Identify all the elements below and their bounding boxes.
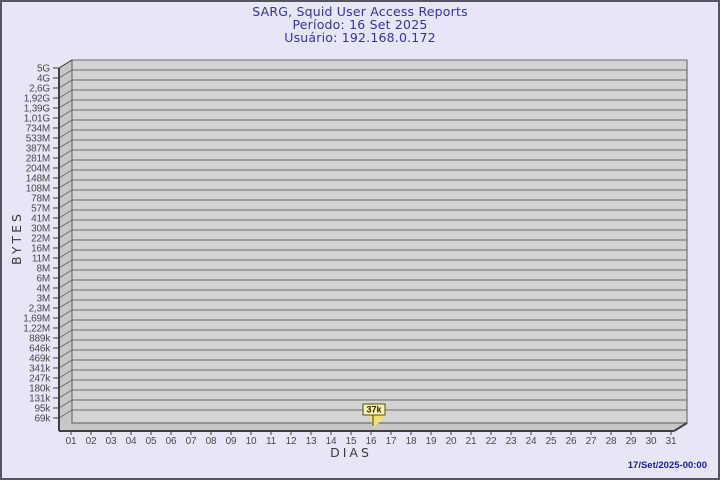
y-tick-label: 533M (26, 134, 50, 145)
y-tick-label: 387M (26, 144, 50, 155)
y-tick-label: 4G (37, 74, 50, 85)
x-axis-title: DIAS (330, 445, 372, 460)
marker-arrow (368, 415, 385, 428)
x-tick-label: 12 (286, 436, 297, 447)
y-tick-label: 204M (26, 164, 50, 175)
y-tick-label: 1,92G (24, 94, 51, 105)
y-tick-label: 180k (29, 384, 51, 395)
y-tick-label: 6M (37, 274, 51, 285)
y-tick-label: 148M (26, 174, 50, 185)
y-tick-label: 95k (34, 404, 51, 415)
y-tick-label: 2,6G (29, 84, 50, 95)
y-tick-label: 69k (34, 414, 51, 425)
y-tick-label: 16M (31, 244, 50, 255)
x-tick-label: 01 (66, 436, 77, 447)
axis-lines (58, 59, 688, 432)
x-tick-label: 30 (646, 436, 657, 447)
x-axis-labels: 01 02 03 04 05 06 07 08 09 10 11 12 13 14 15 16 17 18 19 20… (66, 436, 678, 447)
x-tick-label: 07 (186, 436, 197, 447)
y-tick-label: 131k (29, 394, 51, 405)
y-axis-title: BYTES (9, 211, 24, 265)
marker-label-box (362, 403, 386, 416)
x-tick-label: 15 (346, 436, 357, 447)
y-tick-label: 734M (26, 124, 50, 135)
x-tick-label: 09 (226, 436, 237, 447)
x-tick-label: 27 (586, 436, 597, 447)
x-tick-label: 06 (166, 436, 177, 447)
x-tick-label: 24 (526, 436, 537, 447)
x-tick-label: 02 (86, 436, 97, 447)
y-tick-label: 8M (37, 264, 51, 275)
y-tick-label: 1,22M (23, 324, 50, 335)
x-tick-label: 05 (146, 436, 157, 447)
x-tick-label: 16 (366, 436, 377, 447)
bottom-floor (59, 423, 687, 431)
x-tick-label: 21 (466, 436, 477, 447)
x-tick-label: 28 (606, 436, 617, 447)
x-tick-label: 26 (566, 436, 577, 447)
x-tick-label: 19 (426, 436, 437, 447)
x-tick-label: 31 (666, 436, 677, 447)
y-tick-label: 281M (26, 154, 50, 165)
gridlines (72, 59, 687, 411)
x-tick-label: 11 (266, 436, 277, 447)
plot-face (71, 59, 688, 424)
y-tick-label: 889k (29, 334, 51, 345)
y-axis-labels: 5G4G2,6G1,92G1,39G1,01G734M533M387M281M2… (23, 64, 51, 425)
y-tick-label: 30M (31, 224, 50, 235)
y-tick-label: 646k (29, 344, 51, 355)
wall-diagonals (58, 59, 73, 419)
x-tick-label: 25 (546, 436, 557, 447)
x-tick-label: 22 (486, 436, 497, 447)
y-tick-label: 1,69M (23, 314, 50, 325)
x-tick-label: 20 (446, 436, 457, 447)
render-timestamp: 17/Set/2025-00:00 (627, 460, 707, 471)
y-tick-label: 11M (32, 254, 50, 265)
y-tick-label: 341k (29, 364, 51, 375)
marker-label: 37k (366, 405, 382, 415)
report-period: Período: 16 Set 2025 (292, 16, 428, 32)
x-tick-label: 29 (626, 436, 637, 447)
report-header: SARG, Squid User Access Reports Período:… (2, 4, 718, 45)
x-tick-label: 23 (506, 436, 517, 447)
x-tick-label: 08 (206, 436, 217, 447)
y-tick-label: 1,01G (24, 114, 51, 125)
y-tick-label: 108M (26, 184, 50, 195)
x-tick-label: 04 (126, 436, 137, 447)
x-tick-label: 18 (406, 436, 417, 447)
x-tick-label: 10 (246, 436, 257, 447)
y-tick-label: 2,3M (29, 304, 50, 315)
y-tick-label: 41M (31, 214, 50, 225)
left-wall (59, 60, 72, 431)
data-point-marker: 37k (362, 403, 386, 428)
y-tick-label: 469k (29, 354, 51, 365)
y-tick-label: 1,39G (24, 104, 51, 115)
y-tick-label: 247k (29, 374, 51, 385)
x-tick-label: 03 (106, 436, 117, 447)
y-tick-label: 78M (31, 194, 50, 205)
report-title: SARG, Squid User Access Reports (252, 4, 468, 19)
x-tick-label: 17 (386, 436, 397, 447)
x-tick-label: 13 (306, 436, 317, 447)
y-tick-label: 22M (31, 234, 50, 245)
y-tick-label: 3M (37, 294, 51, 305)
y-tick-label: 5G (37, 64, 50, 75)
y-tick-label: 57M (31, 204, 50, 215)
x-tick-label: 14 (326, 436, 337, 447)
report-user: Usuário: 192.168.0.172 (284, 29, 436, 45)
y-tick-label: 4M (37, 284, 51, 295)
